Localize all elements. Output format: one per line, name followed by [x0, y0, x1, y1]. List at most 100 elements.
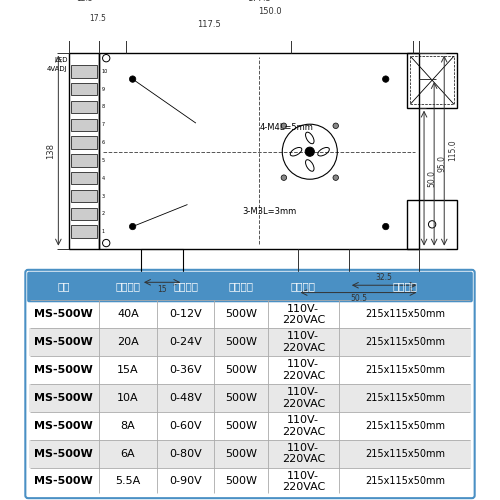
Text: 5.5A: 5.5A [116, 476, 140, 486]
Bar [71, 65, 97, 78]
Bar [99, 52, 420, 248]
Bar [71, 118, 97, 131]
Text: 215x115x50mm: 215x115x50mm [366, 393, 446, 403]
Text: 500W: 500W [225, 337, 257, 347]
Text: 1: 1 [102, 229, 105, 234]
Text: 215x115x50mm: 215x115x50mm [366, 365, 446, 375]
Text: 150.0: 150.0 [258, 7, 281, 16]
Text: MS-500W: MS-500W [34, 365, 93, 375]
Text: 9: 9 [102, 86, 104, 92]
Bar [141, 248, 183, 275]
Text: 8: 8 [102, 104, 105, 110]
Text: 138: 138 [46, 142, 54, 158]
Text: 95.0: 95.0 [438, 156, 447, 172]
Text: 15A: 15A [117, 365, 139, 375]
Text: 10: 10 [102, 69, 108, 74]
Bar [71, 226, 97, 238]
Text: 500W: 500W [225, 476, 257, 486]
Text: MS-500W: MS-500W [34, 337, 93, 347]
Text: 110V-
220VAC: 110V- 220VAC [282, 387, 325, 408]
Text: 500W: 500W [225, 448, 257, 458]
Circle shape [281, 175, 286, 180]
Circle shape [130, 224, 136, 230]
Text: 500W: 500W [225, 421, 257, 431]
Text: 177.5: 177.5 [247, 0, 271, 3]
Text: MS-500W: MS-500W [34, 421, 93, 431]
Text: 输出电压: 输出电压 [173, 282, 198, 292]
Circle shape [130, 76, 136, 82]
Circle shape [333, 175, 338, 180]
Bar [71, 101, 97, 113]
Text: 输入电压: 输入电压 [291, 282, 316, 292]
Text: 型号: 型号 [58, 282, 70, 292]
Bar [71, 136, 97, 149]
Text: LED: LED [54, 57, 68, 63]
Text: 0-60V: 0-60V [170, 421, 202, 431]
Text: 32.5: 32.5 [376, 272, 392, 281]
Text: 0-24V: 0-24V [169, 337, 202, 347]
Text: 7: 7 [102, 122, 105, 128]
Bar [71, 208, 97, 220]
Text: MS-500W: MS-500W [34, 393, 93, 403]
Text: 215x115x50mm: 215x115x50mm [366, 337, 446, 347]
Bar [71, 83, 97, 96]
Text: 产品尺寸: 产品尺寸 [393, 282, 418, 292]
Circle shape [382, 224, 389, 230]
Circle shape [305, 147, 314, 156]
Text: 110V-
220VAC: 110V- 220VAC [282, 470, 325, 492]
Circle shape [382, 76, 389, 82]
Text: 3: 3 [102, 194, 105, 198]
Text: 0-12V: 0-12V [170, 310, 202, 320]
Bar [71, 154, 97, 166]
Text: MS-500W: MS-500W [34, 310, 93, 320]
Text: 10A: 10A [117, 393, 139, 403]
Text: 17.5: 17.5 [90, 14, 106, 24]
Bar [71, 172, 97, 184]
Text: 4-M4L=5mm: 4-M4L=5mm [259, 123, 313, 132]
Bar [29, 440, 471, 468]
Text: 0-36V: 0-36V [170, 365, 202, 375]
Text: 117.5: 117.5 [197, 20, 220, 29]
Text: 110V-
220VAC: 110V- 220VAC [282, 304, 325, 325]
Text: 15: 15 [158, 285, 167, 294]
Text: 0-80V: 0-80V [170, 448, 202, 458]
Bar [410, 56, 454, 104]
Text: 500W: 500W [225, 393, 257, 403]
Text: 3-M3L=3mm: 3-M3L=3mm [242, 206, 296, 216]
Text: 215x115x50mm: 215x115x50mm [366, 448, 446, 458]
Text: 输出电流: 输出电流 [116, 282, 140, 292]
Text: 12.5: 12.5 [76, 0, 92, 3]
Text: 215x115x50mm: 215x115x50mm [366, 476, 446, 486]
Text: 5: 5 [102, 158, 105, 163]
Text: 215x115x50mm: 215x115x50mm [366, 421, 446, 431]
Text: 40A: 40A [117, 310, 139, 320]
Text: 0-48V: 0-48V [169, 393, 202, 403]
Text: 215x115x50mm: 215x115x50mm [366, 310, 446, 320]
Text: 110V-
220VAC: 110V- 220VAC [282, 443, 325, 464]
Text: 6A: 6A [120, 448, 136, 458]
Text: MS-500W: MS-500W [34, 448, 93, 458]
Bar [29, 328, 471, 356]
Bar [70, 52, 99, 248]
FancyBboxPatch shape [27, 272, 473, 302]
Circle shape [281, 123, 286, 128]
Bar [71, 190, 97, 202]
Text: 110V-
220VAC: 110V- 220VAC [282, 332, 325, 353]
Text: 115.0: 115.0 [448, 140, 457, 162]
Text: MS-500W: MS-500W [34, 476, 93, 486]
Text: 50.5: 50.5 [350, 294, 367, 304]
Text: 8A: 8A [120, 421, 136, 431]
Text: 500W: 500W [225, 310, 257, 320]
Text: 500W: 500W [225, 365, 257, 375]
Text: 20A: 20A [117, 337, 139, 347]
Text: 4VADJ: 4VADJ [47, 66, 68, 72]
Text: 0-90V: 0-90V [170, 476, 202, 486]
Bar [29, 384, 471, 412]
Text: 4: 4 [102, 176, 105, 180]
Text: 110V-
220VAC: 110V- 220VAC [282, 360, 325, 381]
Text: 50.0: 50.0 [428, 170, 436, 186]
Bar [407, 52, 458, 108]
Bar [407, 200, 458, 248]
Text: 额定功率: 额定功率 [228, 282, 254, 292]
FancyBboxPatch shape [26, 270, 474, 498]
